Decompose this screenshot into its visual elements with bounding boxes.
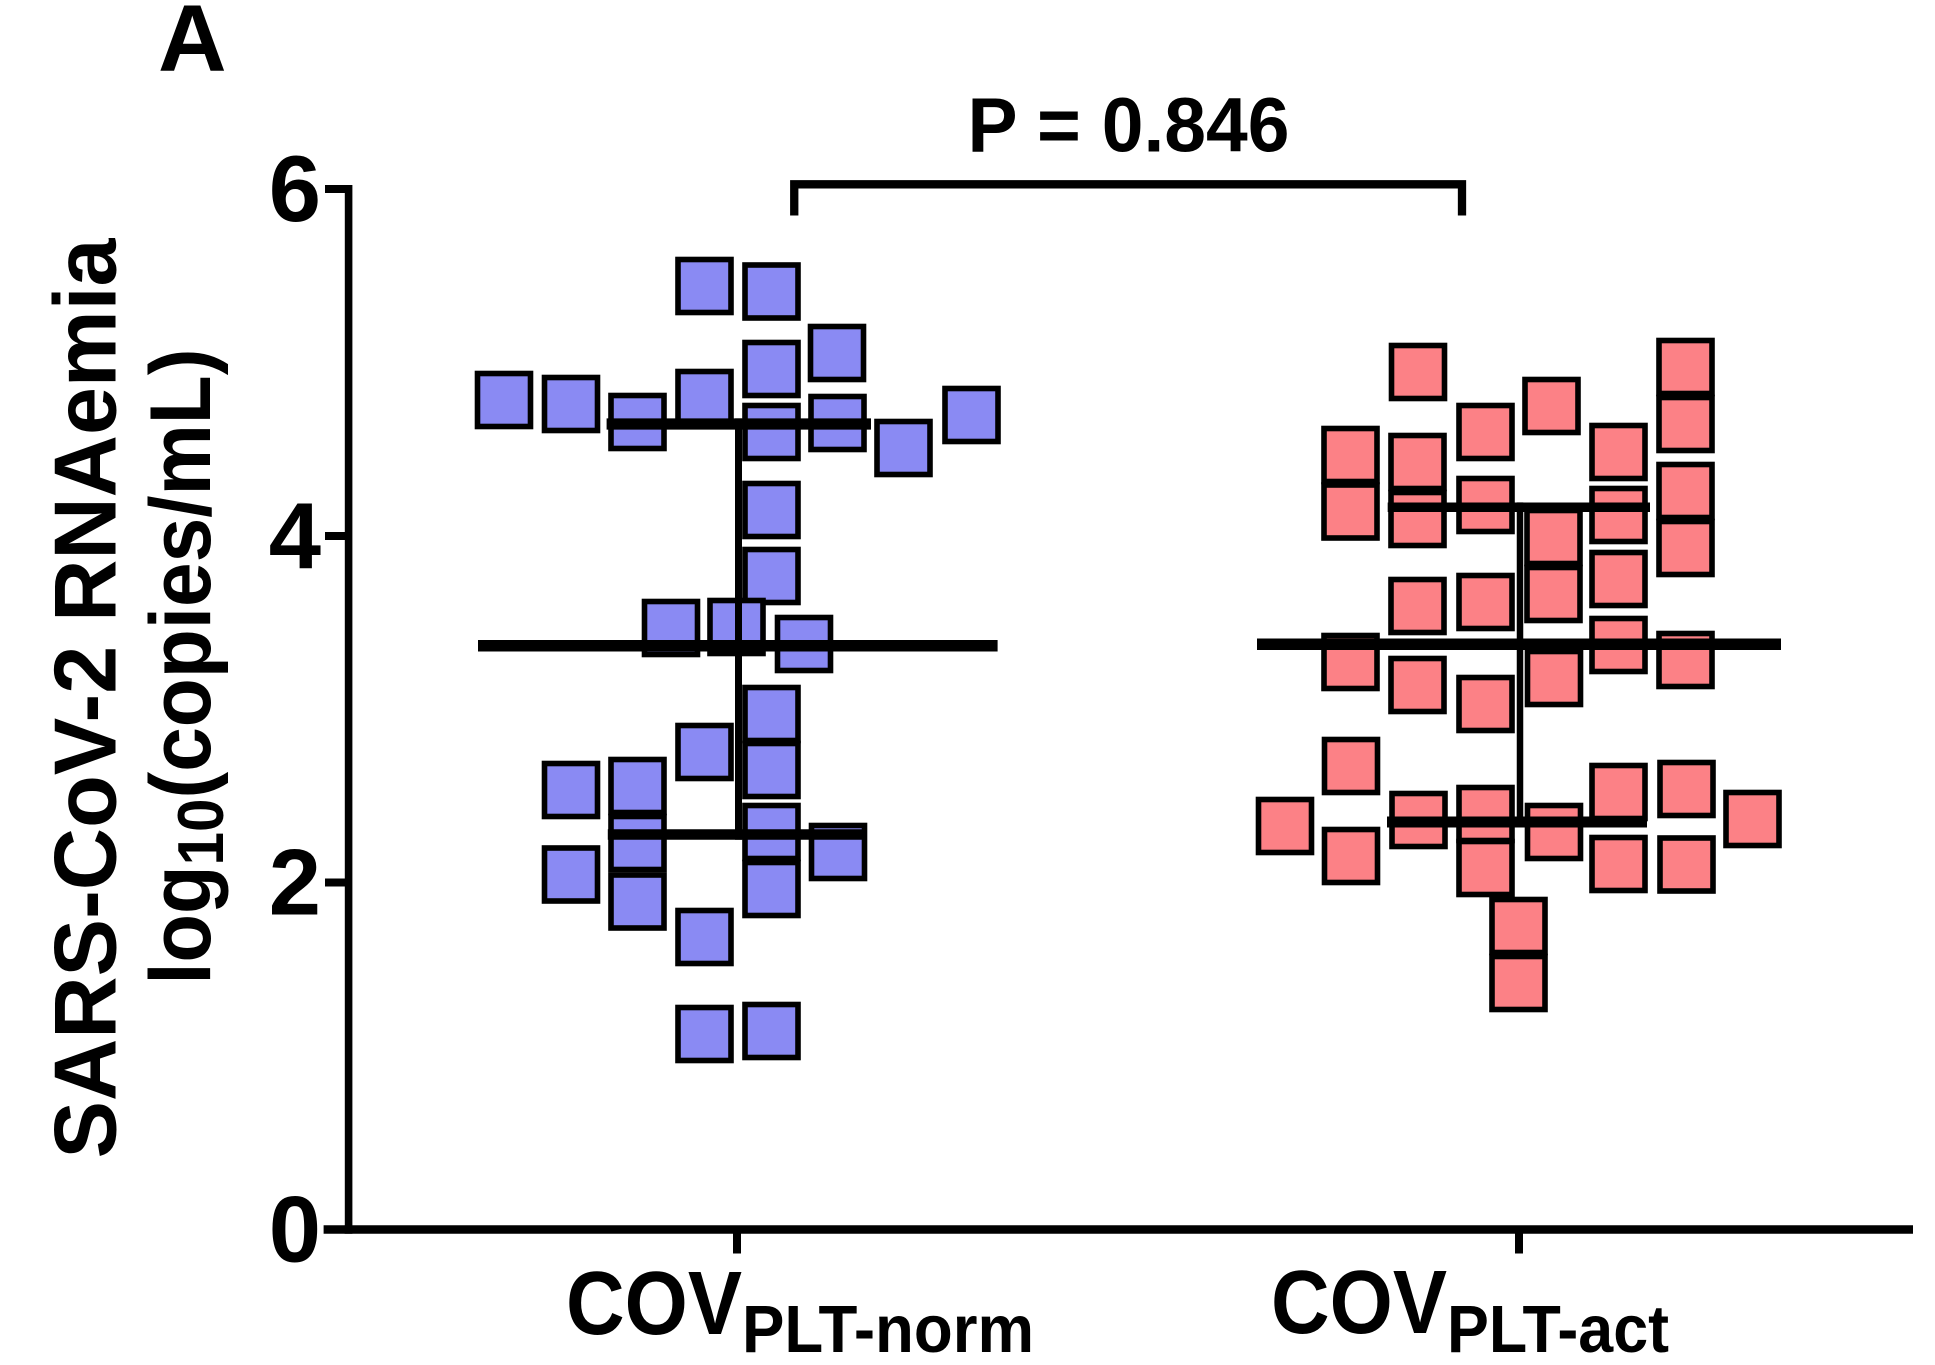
svg-text:P = 0.846: P = 0.846 <box>968 83 1290 169</box>
svg-text:COV: COV <box>566 1254 742 1354</box>
svg-text:A: A <box>158 0 227 92</box>
svg-text:4: 4 <box>269 483 321 588</box>
svg-text:log: log <box>133 866 229 985</box>
svg-text:6: 6 <box>269 136 321 241</box>
svg-text:10: 10 <box>164 799 237 866</box>
svg-text:PLT-act: PLT-act <box>1447 1292 1669 1365</box>
svg-text:(copies/mL): (copies/mL) <box>133 349 229 799</box>
svg-text:0: 0 <box>269 1176 321 1281</box>
svg-text:2: 2 <box>269 829 321 934</box>
svg-text:SARS-CoV-2 RNAemia: SARS-CoV-2 RNAemia <box>36 237 135 1158</box>
svg-text:COV: COV <box>1271 1253 1447 1353</box>
svg-text:PLT-norm: PLT-norm <box>742 1292 1034 1365</box>
